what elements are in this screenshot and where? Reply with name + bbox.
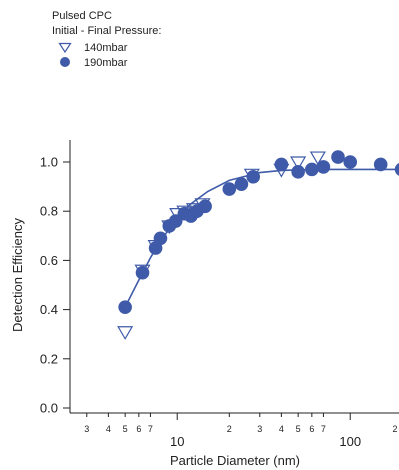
- y-tick-label: 0.6: [40, 253, 58, 268]
- x-minor-tick-label: 4: [106, 424, 111, 434]
- point-140mbar: [176, 205, 193, 220]
- point-140mbar: [273, 163, 290, 178]
- x-minor-tick-label: 6: [136, 424, 141, 434]
- point-140mbar: [309, 151, 326, 166]
- point-190mbar: [291, 165, 305, 179]
- point-190mbar: [222, 182, 237, 196]
- markers-layer: [117, 150, 399, 340]
- x-minor-tick-label: 2: [392, 424, 397, 434]
- point-140mbar: [169, 208, 186, 222]
- point-140mbar: [290, 156, 307, 171]
- point-190mbar: [316, 160, 331, 174]
- point-190mbar: [305, 162, 319, 177]
- y-tick-label: 0.2: [40, 351, 58, 366]
- y-ticks: 0.0 0.2 0.4 0.6 0.8 1.0: [40, 155, 70, 416]
- point-140mbar: [147, 240, 164, 254]
- point-190mbar: [246, 169, 261, 184]
- y-tick-label: 0.8: [40, 204, 58, 219]
- point-140mbar: [185, 203, 203, 217]
- x-minor-tick-label: 7: [148, 424, 153, 434]
- x-axis-label: Particle Diameter (nm): [170, 453, 300, 468]
- x-minor-tick-label: 7: [321, 424, 326, 434]
- x-minor-tick-label: 6: [309, 424, 314, 434]
- point-190mbar: [234, 177, 249, 191]
- x-minor-tick-label: 3: [84, 424, 89, 434]
- legend-entry-190mbar: 190mbar: [84, 57, 128, 69]
- x-minor-tick-label: 5: [296, 424, 301, 434]
- point-140mbar: [117, 326, 134, 340]
- y-tick-label: 0.4: [40, 302, 58, 317]
- point-190mbar: [135, 265, 150, 280]
- x-minor-tick-label: 5: [123, 424, 128, 434]
- point-140mbar: [194, 198, 211, 213]
- legend-marker-circle: [60, 57, 70, 67]
- point-190mbar: [331, 150, 345, 164]
- x-minor-tick-label: 2: [227, 424, 232, 434]
- legend-entry-140mbar: 140mbar: [84, 42, 128, 54]
- point-190mbar: [118, 300, 132, 314]
- y-axis-label: Detection Efficiency: [10, 218, 25, 332]
- x-major-tick-label: 100: [339, 434, 361, 449]
- y-tick-label: 0.0: [40, 401, 58, 416]
- legend-title-line2: Initial - Final Pressure:: [52, 25, 161, 37]
- x-major-tick-label: 10: [170, 434, 184, 449]
- y-tick-label: 1.0: [40, 155, 58, 170]
- point-140mbar: [161, 220, 178, 235]
- point-190mbar: [394, 163, 399, 176]
- point-190mbar: [343, 155, 358, 169]
- x-minor-tick-label: 4: [279, 424, 284, 434]
- legend: Pulsed CPC Initial - Final Pressure: 140…: [52, 10, 161, 69]
- point-190mbar: [153, 231, 168, 246]
- x-minor-tick-label: 3: [257, 424, 262, 434]
- point-140mbar: [243, 168, 260, 183]
- point-190mbar: [373, 157, 388, 172]
- point-140mbar: [134, 264, 151, 279]
- legend-title-line1: Pulsed CPC: [52, 10, 112, 22]
- legend-marker-triangle: [58, 42, 72, 54]
